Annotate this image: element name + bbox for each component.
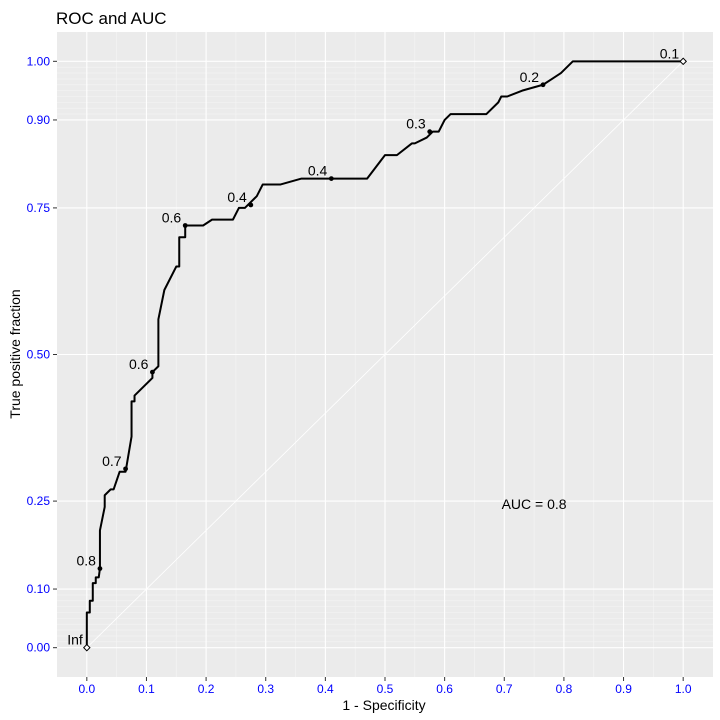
y-tick-label: 0.50 bbox=[27, 348, 51, 362]
y-tick-label: 0.25 bbox=[27, 494, 51, 508]
y-tick-label: 0.75 bbox=[27, 201, 51, 215]
y-tick-label: 0.90 bbox=[27, 113, 51, 127]
x-tick-label: 0.9 bbox=[615, 682, 632, 696]
cutoff-label: 0.4 bbox=[227, 189, 247, 205]
x-tick-label: 0.3 bbox=[257, 682, 274, 696]
cutoff-point bbox=[248, 202, 254, 208]
x-axis-title: 1 - Specificity bbox=[342, 697, 425, 713]
cutoff-point bbox=[97, 566, 103, 571]
cutoff-label: 0.4 bbox=[308, 163, 328, 179]
cutoff-label: 0.6 bbox=[129, 356, 149, 372]
y-tick-label: 0.10 bbox=[27, 582, 51, 596]
cutoff-point bbox=[328, 176, 334, 181]
y-axis-ticks: 0.00 0.10 0.25 0.50 0.75 0.90 1.00 bbox=[27, 54, 57, 655]
x-tick-label: 0.2 bbox=[198, 682, 215, 696]
cutoff-point bbox=[123, 466, 128, 472]
chart-title: ROC and AUC bbox=[56, 9, 167, 28]
cutoff-label: 0.7 bbox=[102, 453, 122, 469]
x-tick-label: 1.0 bbox=[675, 682, 692, 696]
x-tick-label: 0.5 bbox=[377, 682, 394, 696]
x-tick-label: 0.4 bbox=[317, 682, 334, 696]
cutoff-points bbox=[82, 57, 688, 652]
y-tick-label: 0.00 bbox=[27, 641, 51, 655]
cutoff-label: 0.1 bbox=[660, 45, 680, 61]
y-axis-title: True positive fraction bbox=[7, 289, 23, 418]
major-gridlines bbox=[57, 32, 713, 677]
x-tick-label: 0.6 bbox=[436, 682, 453, 696]
cutoff-point bbox=[82, 643, 91, 652]
cutoff-label: 0.2 bbox=[520, 69, 540, 85]
y-tick-label: 1.00 bbox=[27, 54, 51, 68]
cutoff-point bbox=[182, 223, 188, 228]
cutoff-labels: Inf 0.8 0.7 0.6 0.6 0.4 0.4 0.3 0.2 0.1 bbox=[67, 45, 679, 647]
cutoff-point bbox=[427, 129, 433, 135]
cutoff-point bbox=[679, 57, 688, 66]
roc-curve bbox=[85, 60, 684, 648]
x-tick-label: 0.0 bbox=[78, 682, 95, 696]
x-tick-label: 0.8 bbox=[556, 682, 573, 696]
cutoff-label: 0.8 bbox=[76, 553, 96, 569]
diagonal-reference-line bbox=[86, 61, 684, 648]
x-tick-label: 0.1 bbox=[138, 682, 155, 696]
x-tick-label: 0.7 bbox=[496, 682, 513, 696]
x-axis-ticks: 0.0 0.1 0.2 0.3 0.4 0.5 0.6 0.7 0.8 0.9 1.0 bbox=[78, 677, 692, 696]
auc-annotation: AUC = 0.8 bbox=[502, 496, 567, 512]
cutoff-label: 0.3 bbox=[406, 116, 426, 132]
cutoff-point bbox=[150, 369, 155, 375]
cutoff-label: Inf bbox=[67, 632, 83, 648]
cutoff-label: 0.6 bbox=[162, 210, 182, 226]
cutoff-point bbox=[540, 82, 546, 88]
